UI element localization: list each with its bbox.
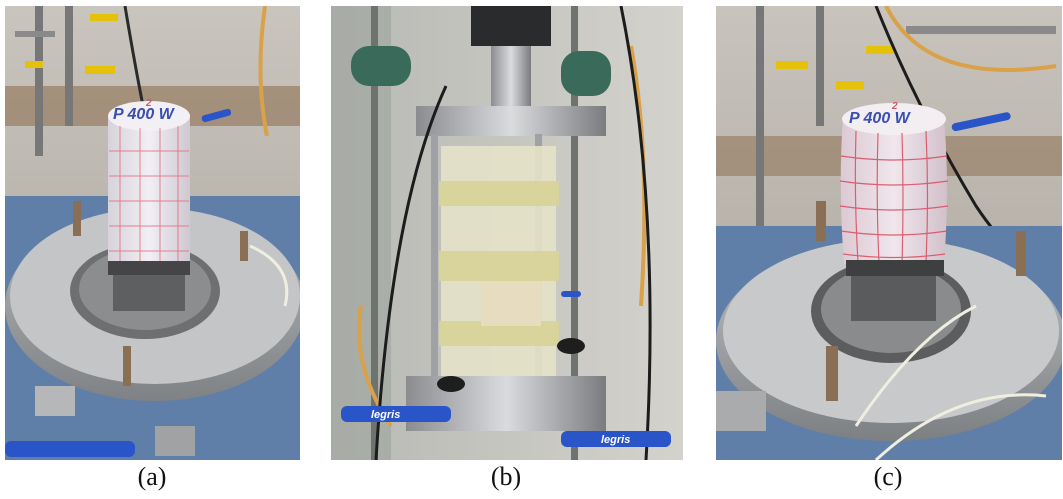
- valve-brand-right: legris: [601, 434, 630, 446]
- specimen-label-c: P 400 W: [849, 110, 912, 127]
- caption-b: (b): [490, 462, 522, 491]
- photo-panel-c: P 400 W 2: [716, 6, 1062, 460]
- valve-brand-left: legris: [371, 409, 400, 421]
- photo-panel-a: P 400 W 2: [5, 6, 300, 460]
- specimen-after-test-photo: P 400 W 2: [716, 6, 1062, 460]
- photo-panel-b: legris legris: [331, 6, 683, 460]
- caption-a: (a): [137, 462, 167, 491]
- triaxial-cell-photo: legris legris: [331, 6, 683, 460]
- specimen-before-test-photo: P 400 W 2: [5, 6, 300, 460]
- specimen-label-a: P 400 W: [113, 106, 176, 123]
- specimen-mark-a: 2: [145, 98, 152, 109]
- specimen-mark-c: 2: [891, 101, 898, 112]
- caption-c: (c): [873, 462, 903, 491]
